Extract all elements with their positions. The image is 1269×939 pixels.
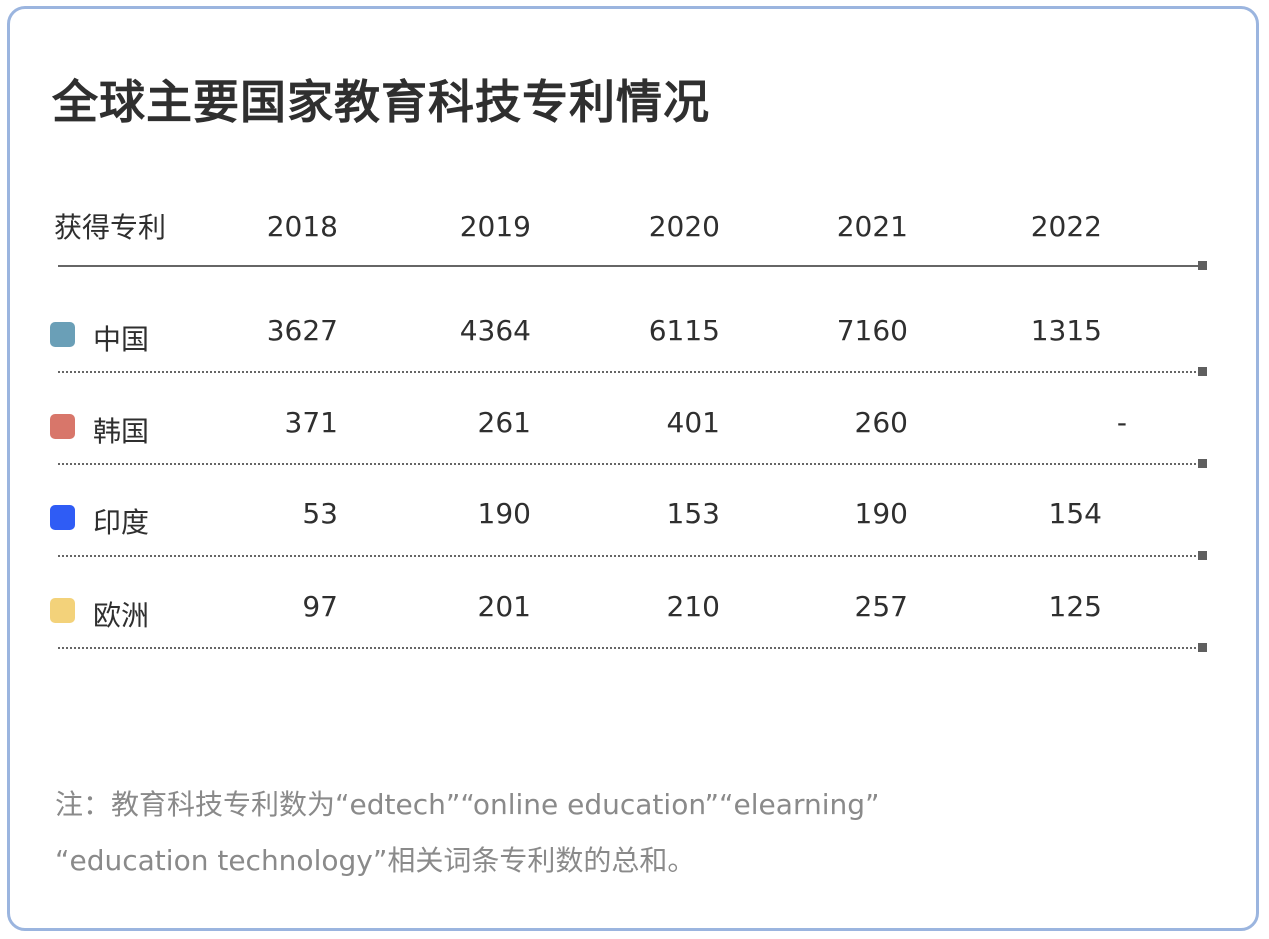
row-label: 欧洲 (93, 599, 150, 632)
legend-swatch (50, 505, 75, 530)
table-cell: 4364 (459, 314, 531, 347)
divider-end-marker (1198, 643, 1207, 652)
column-header-2022: 2022 (1030, 210, 1102, 243)
row-divider (58, 371, 1200, 373)
table-cell: 257 (854, 590, 908, 623)
table-cell: 210 (666, 590, 720, 623)
divider-end-marker (1198, 459, 1207, 468)
table-cell: 7160 (836, 314, 908, 347)
row-divider (58, 647, 1200, 649)
legend-swatch (50, 598, 75, 623)
column-header-2020: 2020 (648, 210, 720, 243)
table-cell: 190 (854, 497, 908, 530)
legend-swatch (50, 414, 75, 439)
table-cell: 97 (302, 590, 338, 623)
table-cell: 190 (477, 497, 531, 530)
table-cell: 1315 (1030, 314, 1102, 347)
table-cell: 3627 (266, 314, 338, 347)
divider-end-marker (1198, 367, 1207, 376)
table-cell: 201 (477, 590, 531, 623)
note-line-1: 注：教育科技专利数为“edtech”“online education”“ele… (55, 788, 880, 821)
table-cell: 154 (1048, 497, 1102, 530)
table-cell: 371 (284, 406, 338, 439)
column-header-2018: 2018 (266, 210, 338, 243)
row-label: 韩国 (93, 415, 150, 448)
table-cell: 260 (854, 406, 908, 439)
row-divider (58, 555, 1200, 557)
row-header-label: 获得专利 (54, 211, 167, 244)
column-header-2021: 2021 (836, 210, 908, 243)
row-label: 中国 (93, 323, 150, 356)
chart-title: 全球主要国家教育科技专利情况 (52, 75, 710, 129)
table-cell: 261 (477, 406, 531, 439)
column-header-2019: 2019 (459, 210, 531, 243)
table-cell: 6115 (648, 314, 720, 347)
table-cell: - (1116, 406, 1127, 439)
chart-card (7, 6, 1259, 931)
note-line-2: “education technology”相关词条专利数的总和。 (55, 844, 696, 877)
table-cell: 53 (302, 497, 338, 530)
table-cell: 153 (666, 497, 720, 530)
divider-end-marker (1198, 261, 1207, 270)
table-cell: 125 (1048, 590, 1102, 623)
row-label: 印度 (93, 506, 150, 539)
divider-end-marker (1198, 551, 1207, 560)
table-cell: 401 (666, 406, 720, 439)
legend-swatch (50, 322, 75, 347)
row-divider (58, 463, 1200, 465)
header-divider (58, 265, 1200, 267)
